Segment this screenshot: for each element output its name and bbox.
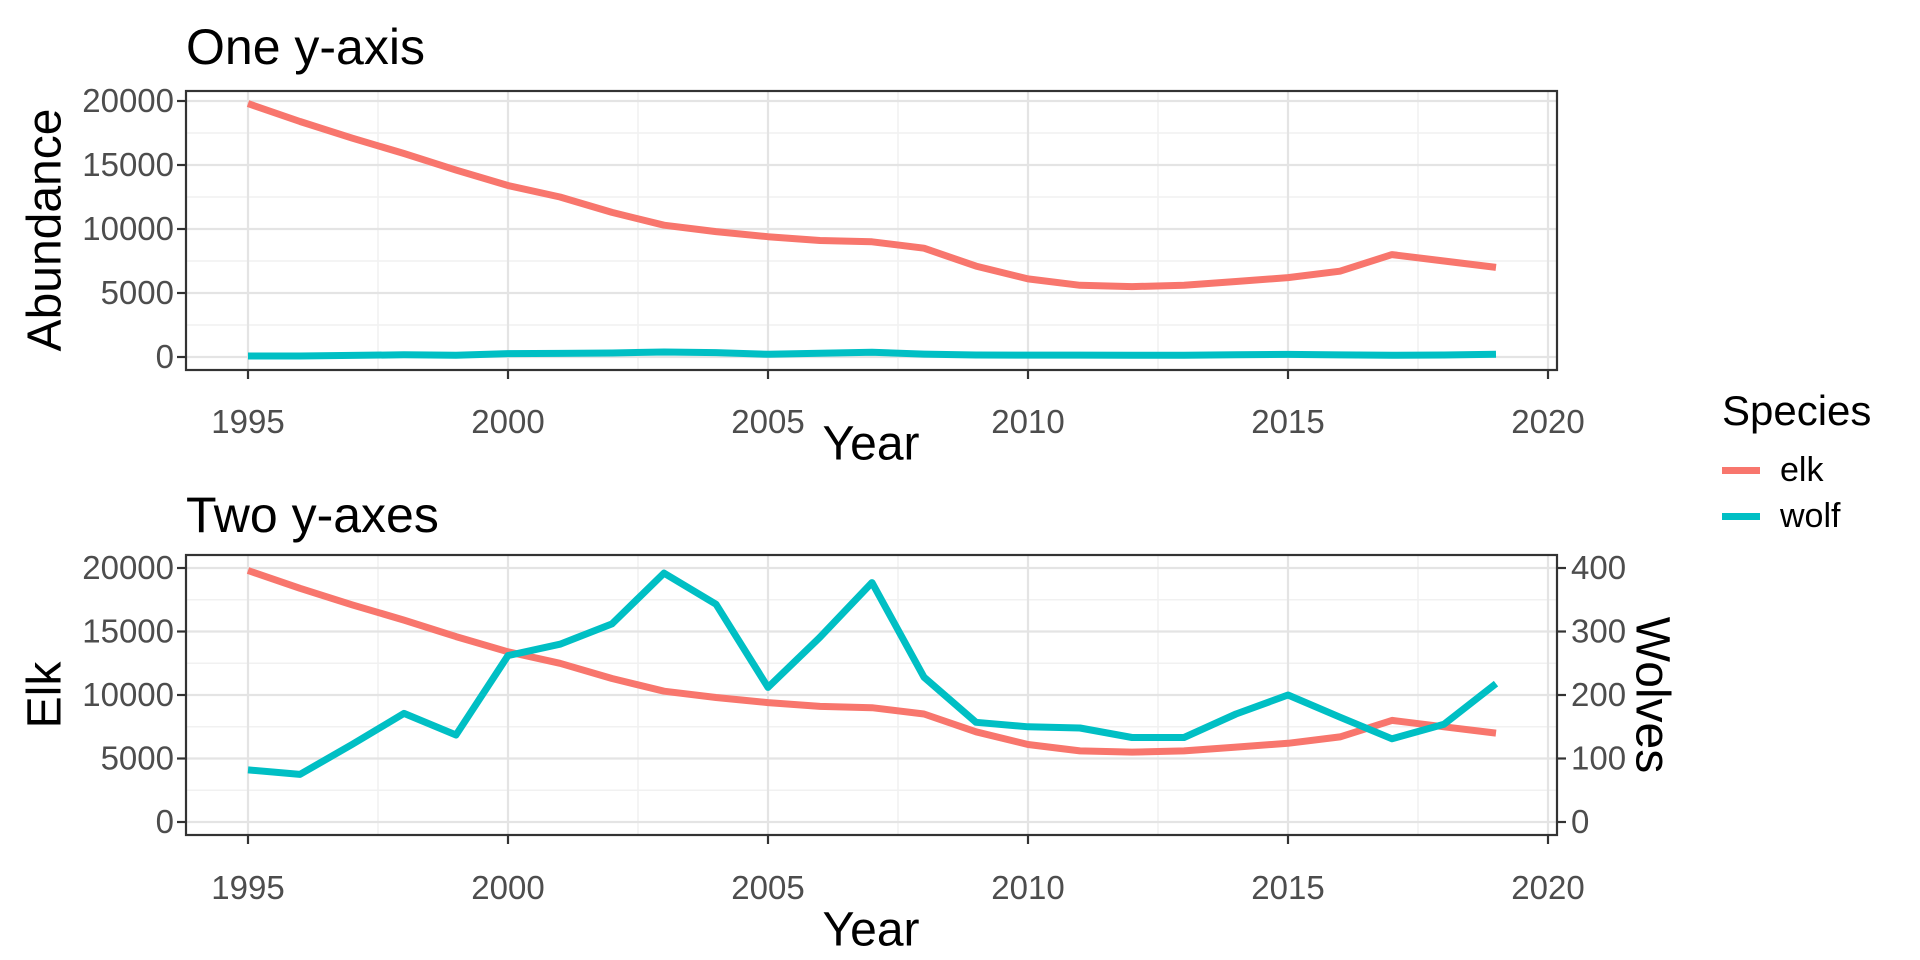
y-tick-label: 5000 xyxy=(101,740,174,777)
y-tick-label: 0 xyxy=(156,803,174,840)
legend-item-elk: elk xyxy=(1722,450,1871,490)
elk-line xyxy=(246,100,1497,291)
y-right-tick-label: 400 xyxy=(1571,549,1626,586)
x-tick-label: 2020 xyxy=(1511,403,1584,440)
wolf-line-key-icon xyxy=(1722,512,1760,520)
y-tick-label: 20000 xyxy=(82,549,174,586)
top-chart-panel: 1995 2000 2005 2010 2015 2020 0 5000 10000 15000 2… xyxy=(82,82,1584,440)
legend-label-elk: elk xyxy=(1780,451,1824,489)
y-tick-label: 10000 xyxy=(82,676,174,713)
x-tick-label: 2000 xyxy=(471,403,544,440)
y-tick-label: 15000 xyxy=(82,146,174,183)
top-y-axis-title: Abundance xyxy=(18,108,72,352)
y-tick-label: 5000 xyxy=(101,274,174,311)
x-tick-label: 2015 xyxy=(1251,869,1324,906)
bottom-y-axis-title-left: Elk xyxy=(18,661,72,729)
x-tick-label: 1995 xyxy=(211,403,284,440)
bottom-y-axis-title-right: Wolves xyxy=(1625,616,1679,774)
y-right-tick-label: 300 xyxy=(1571,613,1626,650)
legend-item-wolf: wolf xyxy=(1722,496,1871,536)
x-tick-label: 1995 xyxy=(211,869,284,906)
top-x-axis-title: Year xyxy=(822,417,920,471)
x-tick-label: 2010 xyxy=(991,869,1064,906)
x-tick-label: 2005 xyxy=(731,403,804,440)
bottom-chart-panel: 1995 2000 2005 2010 2015 20200500010000150002… xyxy=(82,549,1626,906)
y-right-tick-label: 200 xyxy=(1571,676,1626,713)
wolf-line xyxy=(248,348,1497,360)
y-right-tick-label: 0 xyxy=(1571,803,1589,840)
y-tick-label: 15000 xyxy=(82,613,174,650)
legend-label-wolf: wolf xyxy=(1780,497,1841,535)
y-tick-label: 10000 xyxy=(82,210,174,247)
x-tick-label: 2010 xyxy=(991,403,1064,440)
elk-line-key-icon xyxy=(1722,466,1760,474)
x-tick-label: 2015 xyxy=(1251,403,1324,440)
bottom-x-axis-title: Year xyxy=(822,903,920,957)
elk-line xyxy=(246,567,1497,756)
y-right-tick-label: 100 xyxy=(1571,740,1626,777)
x-tick-label: 2020 xyxy=(1511,869,1584,906)
panel-border xyxy=(184,89,1559,372)
y-tick-label: 20000 xyxy=(82,82,174,119)
top-chart-title: One y-axis xyxy=(186,19,425,75)
legend-title: Species xyxy=(1722,387,1872,434)
bottom-chart-title: Two y-axes xyxy=(186,487,439,543)
legend: Species elk wolf xyxy=(1722,390,1871,542)
x-tick-label: 2005 xyxy=(731,869,804,906)
y-tick-label: 0 xyxy=(156,338,174,375)
x-tick-label: 2000 xyxy=(471,869,544,906)
panel-background xyxy=(186,91,1557,370)
wolf-line xyxy=(247,569,1499,778)
